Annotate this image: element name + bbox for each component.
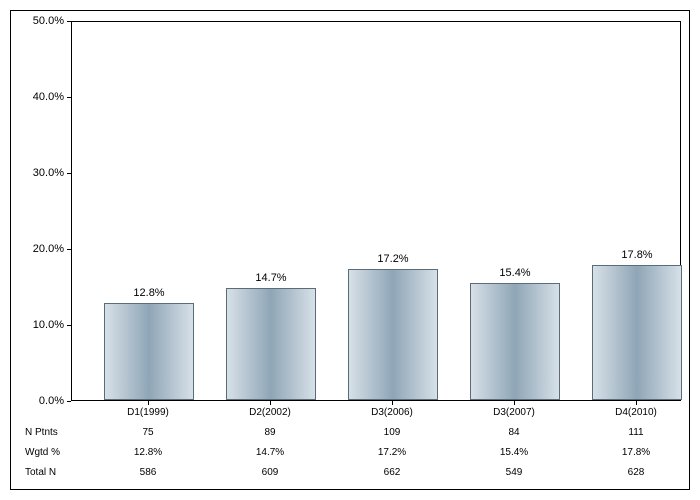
x-tick-mark (636, 401, 637, 405)
bar (470, 283, 560, 400)
table-cell: 17.8% (622, 447, 650, 458)
x-tick-mark (514, 401, 515, 405)
bar-value-label: 15.4% (499, 267, 530, 279)
y-tick-label: 20.0% (33, 243, 64, 255)
table-row-header: Total N (25, 467, 56, 478)
chart-frame: 0.0% 10.0% 20.0% 30.0% 40.0% 50.0% 12.8% 14.7%… (10, 10, 690, 490)
table-cell: 17.2% (378, 447, 406, 458)
table-cell: 109 (384, 427, 401, 438)
y-tick-mark (67, 401, 71, 402)
x-category-label: D1(1999) (127, 407, 169, 418)
table-cell: 662 (384, 467, 401, 478)
table-cell: 586 (140, 467, 157, 478)
table-row-header: Wgtd % (25, 447, 60, 458)
bar (592, 265, 682, 400)
y-tick-label: 40.0% (33, 91, 64, 103)
table-cell: 14.7% (256, 447, 284, 458)
table-cell: 549 (506, 467, 523, 478)
bar (226, 288, 316, 400)
bar (104, 303, 194, 400)
y-tick-label: 0.0% (39, 395, 64, 407)
table-cell: 15.4% (500, 447, 528, 458)
bar (348, 269, 438, 400)
table-cell: 89 (264, 427, 275, 438)
table-row-header: N Ptnts (25, 427, 58, 438)
plot-area: 12.8% 14.7% 17.2% 15.4% 17.8% (71, 21, 681, 401)
table-cell: 12.8% (134, 447, 162, 458)
y-tick-label: 50.0% (33, 15, 64, 27)
x-tick-mark (392, 401, 393, 405)
x-category-label: D3(2006) (371, 407, 413, 418)
y-tick-label: 10.0% (33, 319, 64, 331)
bar-value-label: 12.8% (133, 287, 164, 299)
x-tick-mark (270, 401, 271, 405)
x-tick-mark (148, 401, 149, 405)
table-cell: 111 (628, 427, 643, 438)
x-category-label: D3(2007) (493, 407, 535, 418)
table-cell: 84 (508, 427, 519, 438)
x-category-label: D2(2002) (249, 407, 291, 418)
bar-value-label: 14.7% (255, 272, 286, 284)
table-cell: 75 (142, 427, 153, 438)
table-cell: 609 (262, 467, 279, 478)
bar-value-label: 17.2% (377, 253, 408, 265)
x-category-label: D4(2010) (615, 407, 657, 418)
y-tick-label: 30.0% (33, 167, 64, 179)
table-cell: 628 (628, 467, 645, 478)
bar-value-label: 17.8% (621, 249, 652, 261)
